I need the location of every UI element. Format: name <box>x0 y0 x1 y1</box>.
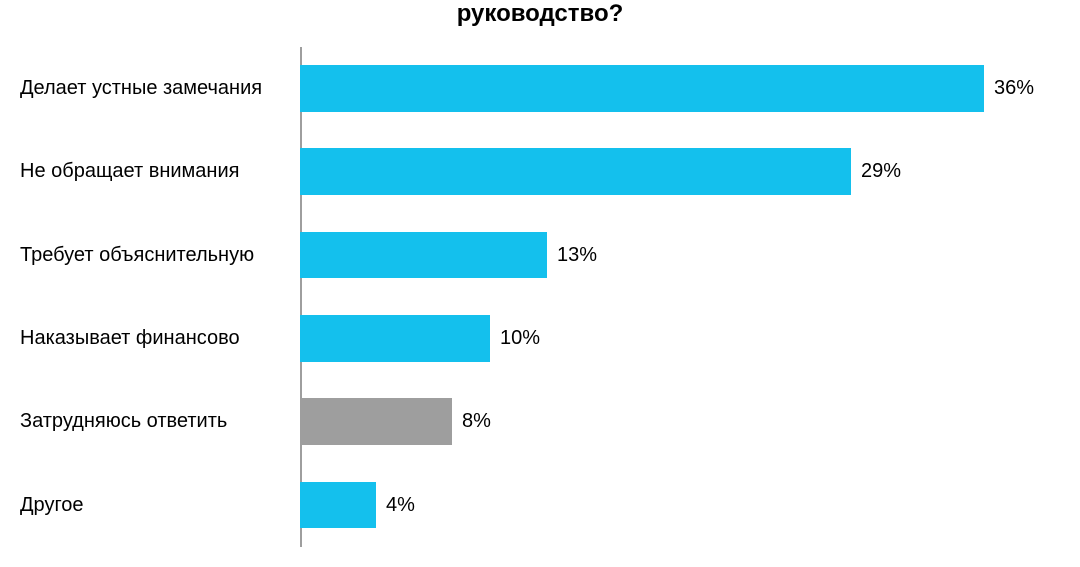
value-label: 36% <box>994 77 1034 100</box>
value-label: 4% <box>386 494 415 517</box>
value-label: 8% <box>462 410 491 433</box>
bar <box>300 482 376 529</box>
bar-row: 29% <box>300 130 1060 213</box>
bar-row: 36% <box>300 47 1060 130</box>
bar <box>300 315 490 362</box>
bar-row: 13% <box>300 213 1060 296</box>
bar-row: 4% <box>300 463 1060 546</box>
bar-chart: руководство? Делает устные замечания Не … <box>0 0 1080 567</box>
value-label: 29% <box>861 160 901 183</box>
category-label: Наказывает финансово <box>20 327 254 350</box>
bar <box>300 148 851 195</box>
bar-row: 8% <box>300 380 1060 463</box>
value-label: 10% <box>500 327 540 350</box>
plot-area: Делает устные замечания Не обращает вним… <box>20 47 1060 547</box>
bar <box>300 398 452 445</box>
category-label: Делает устные замечания <box>20 77 276 100</box>
bars-column: 36% 29% 13% 10% 8% 4% <box>300 47 1060 547</box>
bar <box>300 65 984 112</box>
value-label: 13% <box>557 244 597 267</box>
category-label: Другое <box>20 494 98 517</box>
chart-title: руководство? <box>20 0 1060 29</box>
category-labels-column: Делает устные замечания Не обращает вним… <box>20 47 300 547</box>
bar <box>300 232 547 279</box>
category-label: Не обращает внимания <box>20 160 253 183</box>
category-label: Требует объяснительную <box>20 244 268 267</box>
category-label: Затрудняюсь ответить <box>20 410 241 433</box>
bar-row: 10% <box>300 297 1060 380</box>
